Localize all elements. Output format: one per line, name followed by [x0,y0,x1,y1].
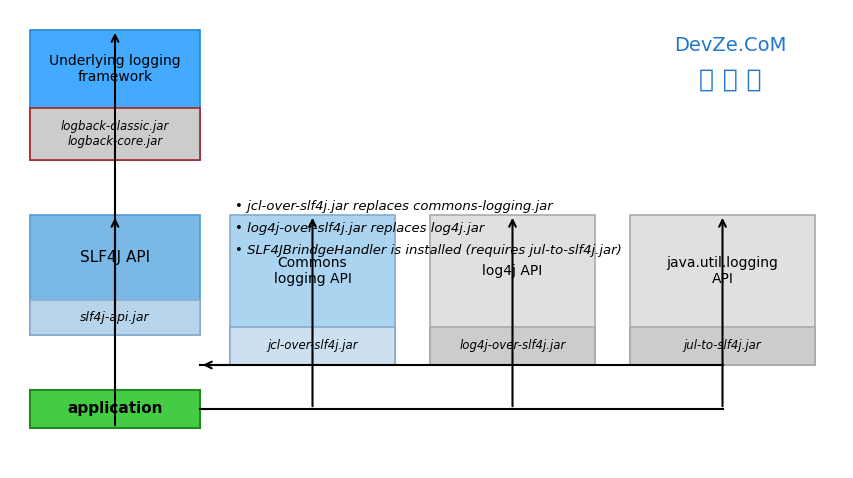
Bar [630,215,814,365]
Bar [30,108,200,160]
Text: DevZe.CoM: DevZe.CoM [673,36,786,55]
Text: Commons
logging API: Commons logging API [273,256,351,286]
Bar [30,390,200,428]
Text: 开 发 者: 开 发 者 [698,68,760,92]
Text: java.util.logging
API: java.util.logging API [666,256,778,286]
Bar [229,327,395,365]
Text: SLF4J API: SLF4J API [80,250,150,265]
Text: jul-to-slf4j.jar: jul-to-slf4j.jar [682,339,761,352]
Bar [229,215,395,365]
Bar [430,215,595,365]
Text: • jcl-over-slf4j.jar replaces commons-logging.jar: • jcl-over-slf4j.jar replaces commons-lo… [235,200,552,213]
Text: application: application [67,402,163,416]
Text: logback-classic.jar
logback-core.jar: logback-classic.jar logback-core.jar [61,120,169,148]
Bar [30,30,200,160]
Text: log4j API: log4j API [482,264,542,278]
Text: log4j-over-slf4j.jar: log4j-over-slf4j.jar [459,339,565,352]
Bar [630,327,814,365]
Text: • SLF4JBrindgeHandler is installed (requires jul-to-slf4j.jar): • SLF4JBrindgeHandler is installed (requ… [235,244,621,257]
Bar [30,215,200,335]
Bar [30,300,200,335]
Text: Underlying logging
framework: Underlying logging framework [49,54,181,84]
Text: slf4j-api.jar: slf4j-api.jar [80,311,149,324]
Text: • log4j-over-slf4j.jar replaces log4j.jar: • log4j-over-slf4j.jar replaces log4j.ja… [235,222,484,235]
Bar [430,327,595,365]
Text: jcl-over-slf4j.jar: jcl-over-slf4j.jar [267,339,357,352]
